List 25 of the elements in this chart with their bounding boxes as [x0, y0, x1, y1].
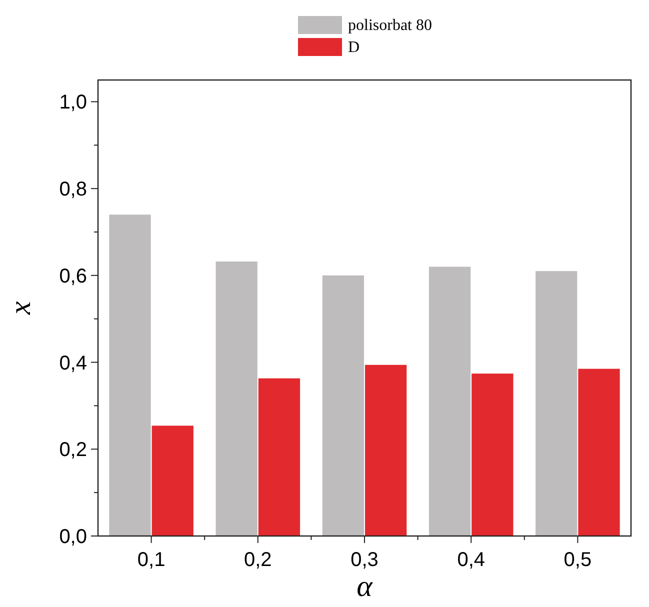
- x-tick-label: 0,1: [137, 549, 166, 571]
- x-tick-label: 0,5: [564, 549, 592, 571]
- bar: [365, 364, 407, 536]
- x-tick-label: 0,3: [350, 549, 378, 571]
- bar: [578, 368, 620, 536]
- bar: [322, 275, 364, 536]
- y-tick-label: 1,0: [59, 92, 87, 114]
- bar: [428, 266, 471, 536]
- bar: [152, 426, 194, 536]
- y-axis-title: x: [4, 300, 37, 316]
- bar: [536, 271, 578, 536]
- x-tick-label: 0,2: [244, 549, 272, 571]
- bar: [216, 262, 258, 536]
- y-tick-label: 0,6: [59, 265, 87, 288]
- x-tick-label: 0,4: [457, 549, 486, 571]
- bar: [109, 214, 151, 536]
- legend-label: polisorbat 80: [348, 17, 432, 34]
- y-tick-label: 0,4: [59, 352, 87, 374]
- bar: [472, 374, 514, 536]
- bar: [258, 378, 300, 536]
- legend-label: D: [348, 39, 360, 56]
- y-tick-label: 0,0: [59, 526, 87, 548]
- y-tick-label: 0,8: [59, 178, 87, 201]
- y-tick-label: 0,2: [59, 439, 87, 462]
- x-axis-title: α: [356, 570, 374, 603]
